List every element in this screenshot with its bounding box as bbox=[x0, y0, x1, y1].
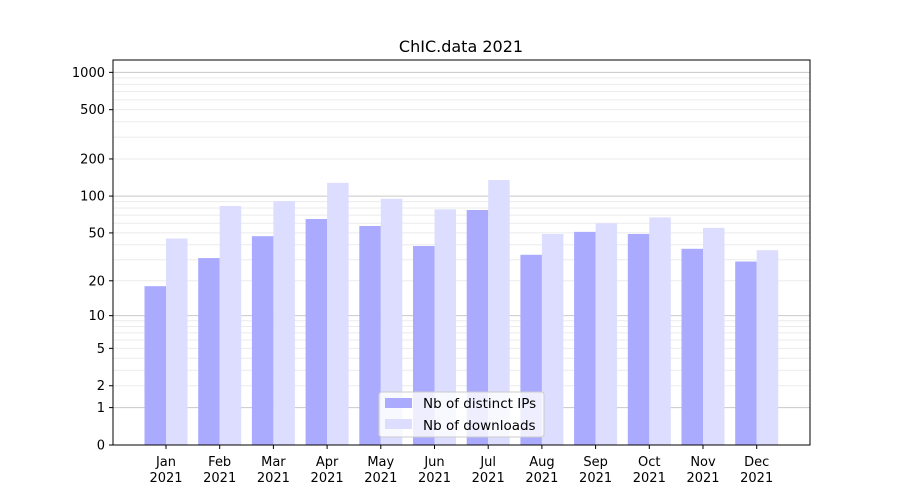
bar-distinct-ips bbox=[198, 258, 220, 445]
y-tick-label: 1000 bbox=[72, 66, 105, 81]
x-tick-label: Feb bbox=[208, 455, 231, 470]
legend-label-ips: Nb of distinct IPs bbox=[423, 396, 536, 412]
x-tick-label: 2021 bbox=[472, 471, 505, 486]
bar-downloads bbox=[703, 227, 725, 445]
bar-downloads bbox=[649, 217, 671, 445]
bar-downloads bbox=[434, 209, 456, 445]
y-tick-label: 20 bbox=[88, 274, 105, 289]
x-tick-label: Jan bbox=[155, 455, 176, 470]
x-tick-label: Aug bbox=[529, 455, 554, 470]
x-tick-label: 2021 bbox=[149, 471, 182, 486]
x-tick-label: Jul bbox=[479, 455, 496, 470]
bar-distinct-ips bbox=[681, 248, 703, 445]
x-tick-label: 2021 bbox=[418, 471, 451, 486]
x-tick-label: 2021 bbox=[364, 471, 397, 486]
x-tick-label: 2021 bbox=[633, 471, 666, 486]
x-tick-label: Jun bbox=[423, 455, 444, 470]
bar-distinct-ips bbox=[735, 261, 757, 445]
x-tick-label: Sep bbox=[583, 455, 608, 470]
x-tick-label: Apr bbox=[316, 455, 339, 470]
legend: Nb of distinct IPs Nb of downloads bbox=[378, 391, 545, 438]
bar-distinct-ips bbox=[144, 286, 166, 445]
bar-distinct-ips bbox=[305, 219, 328, 445]
bar-downloads bbox=[273, 201, 295, 445]
x-tick-label: 2021 bbox=[311, 471, 344, 486]
y-tick-label: 100 bbox=[80, 190, 105, 205]
x-tick-label: 2021 bbox=[257, 471, 290, 486]
x-tick-label: 2021 bbox=[740, 471, 773, 486]
bar-distinct-ips bbox=[359, 225, 381, 445]
x-tick-label: 2021 bbox=[686, 471, 719, 486]
bar-distinct-ips bbox=[251, 236, 274, 445]
bar-distinct-ips bbox=[466, 210, 489, 445]
bar-downloads bbox=[541, 233, 564, 445]
x-tick-label: 2021 bbox=[203, 471, 236, 486]
x-tick-label: Dec bbox=[744, 455, 769, 470]
bar-downloads bbox=[166, 238, 188, 445]
bar-downloads bbox=[488, 180, 510, 445]
y-tick-label: 200 bbox=[80, 152, 105, 167]
bar-distinct-ips bbox=[627, 233, 650, 445]
x-tick-label: Nov bbox=[690, 455, 716, 470]
x-tick-label: Mar bbox=[261, 455, 286, 470]
bar-downloads bbox=[756, 250, 779, 445]
y-tick-label: 500 bbox=[80, 103, 105, 118]
x-tick-label: 2021 bbox=[579, 471, 612, 486]
bar-downloads bbox=[380, 198, 403, 445]
y-tick-label: 10 bbox=[88, 309, 105, 324]
x-tick-label: 2021 bbox=[525, 471, 558, 486]
y-tick-label: 50 bbox=[88, 226, 105, 241]
bar-downloads bbox=[327, 182, 349, 446]
bar-downloads bbox=[595, 223, 618, 445]
y-tick-label: 1 bbox=[97, 401, 105, 416]
legend-label-downloads: Nb of downloads bbox=[423, 418, 536, 434]
y-tick-label: 5 bbox=[97, 342, 105, 357]
x-axis: Jan2021Feb2021Mar2021Apr2021May2021Jun20… bbox=[149, 445, 773, 486]
bars bbox=[144, 180, 779, 446]
legend-swatch-ips bbox=[385, 398, 412, 408]
x-tick-label: May bbox=[367, 455, 394, 470]
legend-swatch-downloads bbox=[385, 419, 412, 429]
bar-distinct-ips bbox=[574, 231, 596, 445]
x-tick-label: Oct bbox=[638, 455, 660, 470]
y-tick-label: 0 bbox=[97, 439, 105, 454]
plot-frame bbox=[112, 59, 811, 446]
y-axis: 0 1 2 5 10 20 50 100 200 500 1000 bbox=[72, 66, 113, 454]
bar-downloads bbox=[219, 206, 242, 445]
chart-title: ChIC.data 2021 bbox=[399, 37, 523, 56]
y-tick-label: 2 bbox=[97, 379, 105, 394]
